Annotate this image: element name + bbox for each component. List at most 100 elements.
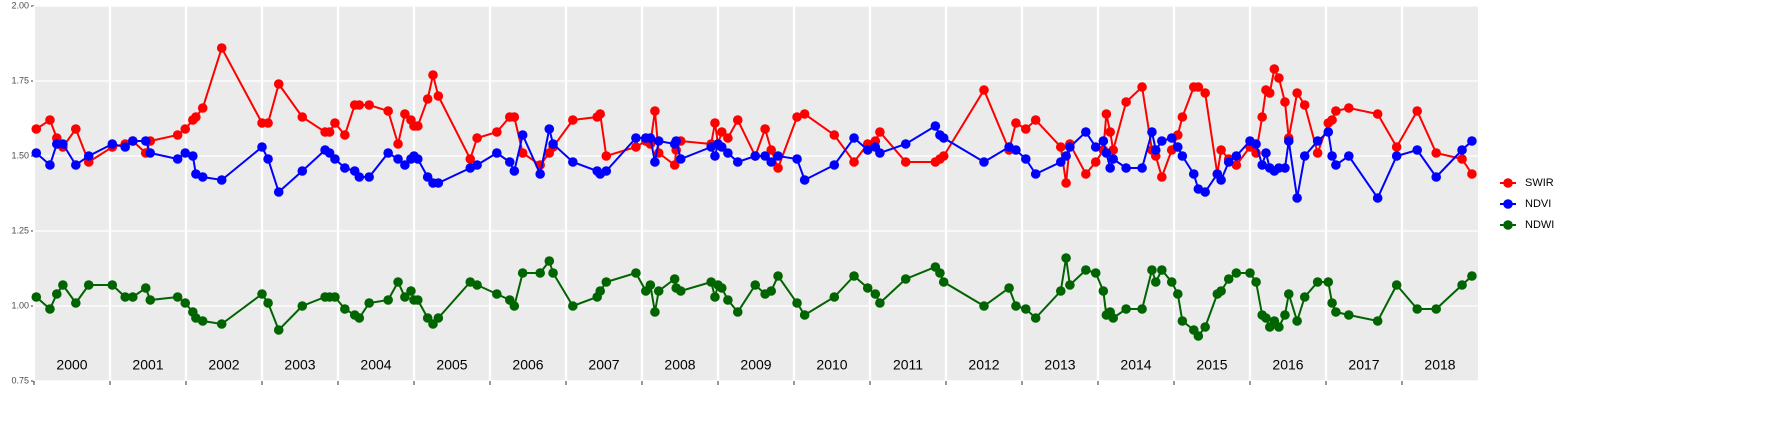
point	[766, 157, 776, 167]
point	[1090, 157, 1101, 167]
point	[710, 118, 720, 128]
point	[492, 127, 502, 137]
point	[1457, 145, 1467, 155]
point	[140, 283, 151, 293]
point	[83, 280, 94, 290]
point	[1021, 304, 1031, 314]
point	[140, 136, 151, 146]
point	[1323, 127, 1334, 137]
point	[324, 127, 335, 137]
point	[544, 256, 555, 266]
point	[465, 154, 476, 164]
x-tick-label: 2001	[132, 357, 163, 373]
point	[45, 304, 55, 314]
legend-point	[1503, 220, 1513, 230]
point	[1137, 304, 1147, 314]
x-tick-label: 2003	[284, 357, 315, 373]
point	[58, 280, 68, 290]
point	[52, 289, 62, 299]
point	[257, 289, 267, 299]
point	[1166, 277, 1177, 287]
point	[1216, 145, 1226, 155]
y-tick-label: 1.00	[11, 300, 29, 310]
point	[595, 109, 605, 119]
point	[1391, 142, 1402, 152]
point	[191, 112, 201, 122]
point	[792, 154, 802, 164]
point	[1137, 163, 1147, 173]
point	[1372, 109, 1383, 119]
point	[732, 307, 743, 317]
x-tick-label: 2002	[208, 357, 239, 373]
point	[675, 154, 686, 164]
point	[1299, 151, 1310, 161]
point	[645, 280, 656, 290]
point	[120, 292, 130, 302]
point	[631, 268, 641, 278]
point	[1344, 310, 1354, 320]
legend-label: SWIR	[1525, 177, 1554, 189]
panel	[34, 6, 1478, 381]
point	[257, 142, 267, 152]
point	[1292, 88, 1302, 98]
point	[979, 85, 989, 95]
point	[1231, 268, 1242, 278]
point	[535, 169, 545, 179]
point	[340, 130, 350, 140]
point	[1157, 136, 1167, 146]
point	[1200, 322, 1210, 332]
point	[1081, 265, 1091, 275]
point	[1261, 313, 1271, 323]
point	[1251, 277, 1261, 287]
point	[717, 283, 727, 293]
point	[1173, 142, 1183, 152]
legend-label: NDVI	[1525, 198, 1551, 210]
point	[422, 94, 433, 104]
point	[1292, 316, 1302, 326]
point	[197, 103, 208, 113]
point	[849, 271, 859, 281]
point	[1108, 313, 1118, 323]
x-tick-label: 2016	[1272, 357, 1303, 373]
point	[364, 100, 374, 110]
point	[710, 292, 720, 302]
point	[172, 292, 183, 302]
point	[1177, 112, 1188, 122]
point	[1121, 304, 1131, 314]
point	[509, 112, 520, 122]
point	[71, 160, 81, 170]
point	[799, 109, 810, 119]
point	[601, 151, 612, 161]
point	[1098, 286, 1109, 296]
point	[1372, 316, 1383, 326]
point	[645, 133, 656, 143]
point	[472, 133, 482, 143]
point	[1081, 127, 1091, 137]
point	[1245, 268, 1255, 278]
point	[273, 187, 284, 197]
point	[723, 148, 733, 158]
point	[1331, 307, 1341, 317]
point	[364, 298, 374, 308]
point	[492, 148, 502, 158]
point	[1065, 142, 1075, 152]
point	[509, 166, 520, 176]
point	[1157, 172, 1167, 182]
x-tick-label: 2012	[968, 357, 999, 373]
point	[1327, 115, 1337, 125]
point	[717, 127, 727, 137]
point	[340, 304, 350, 314]
point	[1055, 286, 1066, 296]
point	[330, 118, 340, 128]
point	[1299, 292, 1310, 302]
point	[766, 145, 776, 155]
point	[1391, 151, 1402, 161]
point	[750, 151, 761, 161]
point	[1312, 148, 1323, 158]
point	[330, 154, 340, 164]
point	[1147, 127, 1157, 137]
point	[1030, 115, 1041, 125]
point	[172, 130, 183, 140]
point	[1372, 193, 1383, 203]
point	[653, 286, 664, 296]
